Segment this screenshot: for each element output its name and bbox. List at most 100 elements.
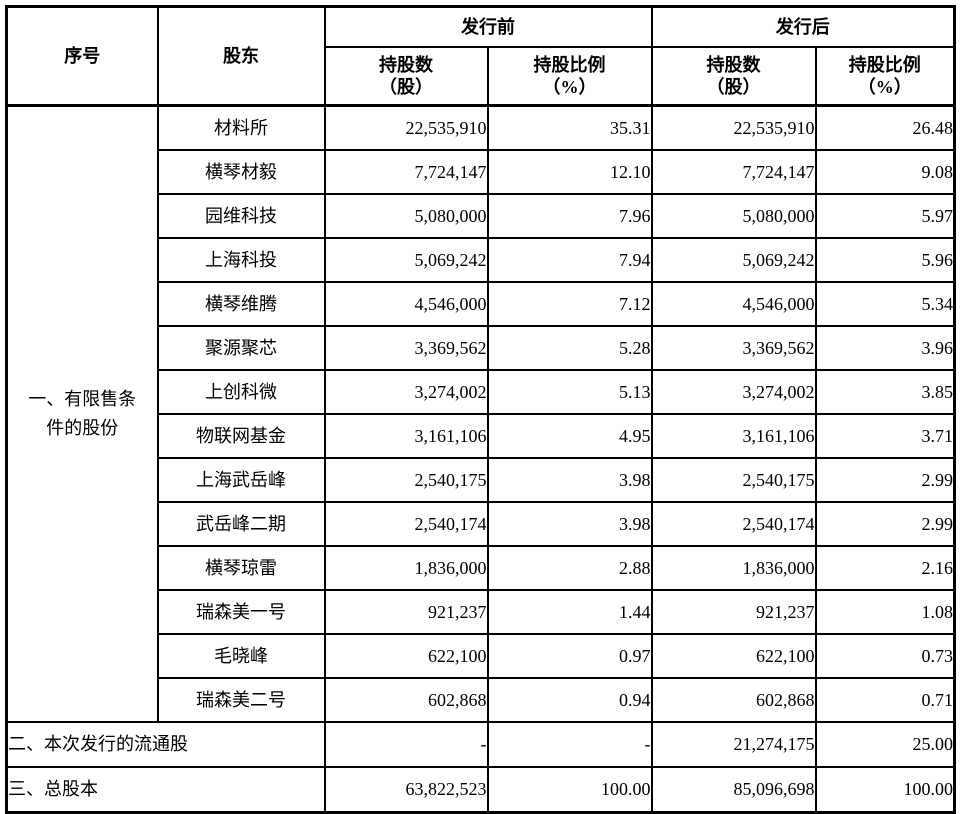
post-pct-value: 1.08 <box>814 589 956 635</box>
pre-pct-value: 0.94 <box>486 677 653 723</box>
post-shares-value: 5,069,242 <box>650 237 817 283</box>
summary-label: 三、总股本 <box>5 766 326 814</box>
table-row: 毛晓峰 622,100 0.97 622,100 0.73 <box>7 633 956 679</box>
post-pct-value: 25.00 <box>814 721 956 768</box>
table-row: 聚源聚芯 3,369,562 5.28 3,369,562 3.96 <box>7 325 956 371</box>
pre-pct-value: 7.12 <box>486 281 653 327</box>
shareholder-name: 上创科微 <box>156 369 326 415</box>
post-shares-value: 1,836,000 <box>650 545 817 591</box>
post-shares-value: 921,237 <box>650 589 817 635</box>
shareholder-name: 上海科投 <box>156 237 326 283</box>
pre-shares-value: 1,836,000 <box>323 545 489 591</box>
shareholder-name: 材料所 <box>156 104 326 151</box>
post-pct-value: 3.96 <box>814 325 956 371</box>
post-pct-value: 3.71 <box>814 413 956 459</box>
post-shares-value: 2,540,174 <box>650 501 817 547</box>
header-pre-issuance-group: 发行前 <box>323 5 653 48</box>
post-shares-value: 3,369,562 <box>650 325 817 371</box>
pre-shares-value: - <box>323 721 489 768</box>
post-pct-value: 0.71 <box>814 677 956 723</box>
post-pct-value: 9.08 <box>814 149 956 195</box>
post-pct-value: 26.48 <box>814 104 956 151</box>
pre-shares-value: 22,535,910 <box>323 104 489 151</box>
pre-shares-value: 3,274,002 <box>323 369 489 415</box>
shareholder-name: 聚源聚芯 <box>156 325 326 371</box>
post-shares-value: 3,161,106 <box>650 413 817 459</box>
category-restricted-shares: 一、有限售条件的股份 <box>5 104 159 723</box>
pre-pct-value: 3.98 <box>486 501 653 547</box>
table-row: 横琴琼雷 1,836,000 2.88 1,836,000 2.16 <box>7 545 956 591</box>
header-serial-no: 序号 <box>5 5 159 107</box>
table-row: 武岳峰二期 2,540,174 3.98 2,540,174 2.99 <box>7 501 956 547</box>
table-row: 上创科微 3,274,002 5.13 3,274,002 3.85 <box>7 369 956 415</box>
pre-pct-value: 100.00 <box>486 766 653 814</box>
shareholder-name: 瑞森美二号 <box>156 677 326 723</box>
pre-pct-value: 7.94 <box>486 237 653 283</box>
post-pct-value: 100.00 <box>814 766 956 814</box>
post-pct-value: 2.99 <box>814 501 956 547</box>
shareholder-name: 毛晓峰 <box>156 633 326 679</box>
header-post-shares: 持股数 （股） <box>650 46 817 107</box>
header-row-subcolumns: 持股数 （股） 持股比例 （%） 持股数 （股） 持股比例 （%） <box>7 46 956 107</box>
shareholder-name: 武岳峰二期 <box>156 501 326 547</box>
post-pct-value: 2.16 <box>814 545 956 591</box>
pre-shares-value: 921,237 <box>323 589 489 635</box>
post-shares-value: 3,274,002 <box>650 369 817 415</box>
table-row: 一、有限售条件的股份 材料所 22,535,910 35.31 22,535,9… <box>5 104 956 723</box>
table-row: 瑞森美二号 602,868 0.94 602,868 0.71 <box>7 677 956 723</box>
shareholding-table: 序号 股东 发行前 发行后 持股数 （股） 持股比例 （%） 持股数 （股） 持… <box>5 5 956 814</box>
post-shares-value: 602,868 <box>650 677 817 723</box>
pre-pct-value: - <box>486 721 653 768</box>
pre-pct-value: 12.10 <box>486 149 653 195</box>
pre-pct-value: 5.13 <box>486 369 653 415</box>
header-post-issuance-group: 发行后 <box>650 5 956 48</box>
pre-pct-value: 2.88 <box>486 545 653 591</box>
pre-pct-value: 4.95 <box>486 413 653 459</box>
pre-shares-value: 63,822,523 <box>323 766 489 814</box>
post-pct-value: 3.85 <box>814 369 956 415</box>
pre-shares-value: 5,080,000 <box>323 193 489 239</box>
post-shares-value: 22,535,910 <box>650 104 817 151</box>
summary-row-total-share-capital: 三、总股本 63,822,523 100.00 85,096,698 100.0… <box>5 766 956 814</box>
header-shareholder: 股东 <box>156 5 326 107</box>
post-shares-value: 21,274,175 <box>650 721 817 768</box>
category-label: 一、有限售条件的股份 <box>28 389 137 438</box>
post-pct-value: 5.96 <box>814 237 956 283</box>
post-pct-value: 0.73 <box>814 633 956 679</box>
post-shares-value: 4,546,000 <box>650 281 817 327</box>
pre-pct-value: 7.96 <box>486 193 653 239</box>
pre-shares-value: 2,540,174 <box>323 501 489 547</box>
shareholder-name: 横琴维腾 <box>156 281 326 327</box>
pre-shares-value: 5,069,242 <box>323 237 489 283</box>
table-row: 上海科投 5,069,242 7.94 5,069,242 5.96 <box>7 237 956 283</box>
post-pct-value: 2.99 <box>814 457 956 503</box>
pre-pct-value: 0.97 <box>486 633 653 679</box>
pre-shares-value: 3,369,562 <box>323 325 489 371</box>
pre-shares-value: 3,161,106 <box>323 413 489 459</box>
post-pct-value: 5.34 <box>814 281 956 327</box>
post-shares-value: 2,540,175 <box>650 457 817 503</box>
table-row: 上海武岳峰 2,540,175 3.98 2,540,175 2.99 <box>7 457 956 503</box>
shareholder-name: 横琴琼雷 <box>156 545 326 591</box>
table-row: 物联网基金 3,161,106 4.95 3,161,106 3.71 <box>7 413 956 459</box>
pre-pct-value: 5.28 <box>486 325 653 371</box>
pre-shares-value: 4,546,000 <box>323 281 489 327</box>
post-pct-value: 5.97 <box>814 193 956 239</box>
shareholder-name: 物联网基金 <box>156 413 326 459</box>
table-row: 横琴材毅 7,724,147 12.10 7,724,147 9.08 <box>7 149 956 195</box>
pre-pct-value: 1.44 <box>486 589 653 635</box>
header-row-groups: 序号 股东 发行前 发行后 <box>5 5 956 107</box>
table-row: 横琴维腾 4,546,000 7.12 4,546,000 5.34 <box>7 281 956 327</box>
post-shares-value: 622,100 <box>650 633 817 679</box>
shareholder-name: 横琴材毅 <box>156 149 326 195</box>
header-post-pct: 持股比例 （%） <box>814 46 956 107</box>
pre-pct-value: 35.31 <box>486 104 653 151</box>
header-pre-shares: 持股数 （股） <box>323 46 489 107</box>
shareholder-name: 上海武岳峰 <box>156 457 326 503</box>
header-pre-pct: 持股比例 （%） <box>486 46 653 107</box>
pre-shares-value: 602,868 <box>323 677 489 723</box>
summary-row-circulating-shares: 二、本次发行的流通股 - - 21,274,175 25.00 <box>5 721 956 768</box>
pre-shares-value: 622,100 <box>323 633 489 679</box>
shareholding-table-sheet: 序号 股东 发行前 发行后 持股数 （股） 持股比例 （%） 持股数 （股） 持… <box>5 5 956 814</box>
post-shares-value: 5,080,000 <box>650 193 817 239</box>
